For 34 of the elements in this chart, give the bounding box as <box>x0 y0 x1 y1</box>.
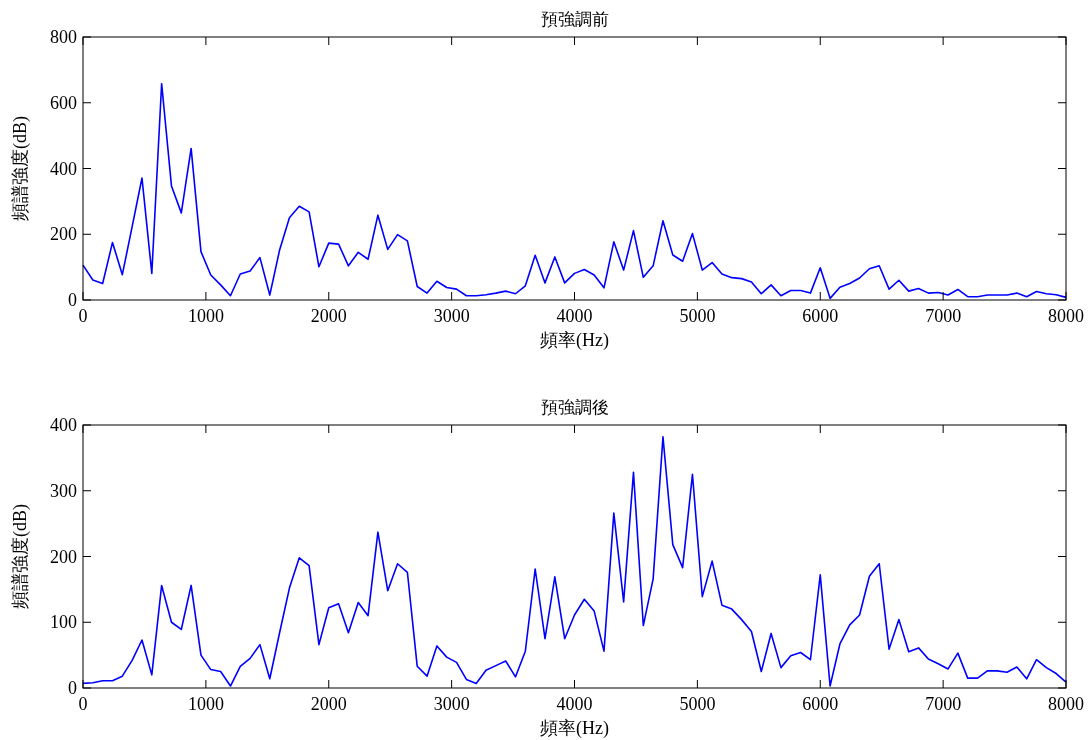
y-tick-label: 200 <box>50 546 77 567</box>
line-series <box>82 82 1067 300</box>
x-tick-label: 4000 <box>556 306 593 326</box>
y-tick-label: 100 <box>50 612 77 633</box>
y-tick-label: 300 <box>50 480 77 501</box>
chart-title: 預強調後 <box>540 398 609 417</box>
y-tick-label: 800 <box>50 27 77 47</box>
x-tick-label: 1000 <box>187 694 224 714</box>
chart-title: 預強調前 <box>540 10 609 29</box>
x-axis-title: 頻率(Hz) <box>540 718 609 739</box>
x-tick-label: 3000 <box>433 306 470 326</box>
y-tick-label: 400 <box>50 415 77 435</box>
x-tick-label: 5000 <box>679 306 716 326</box>
y-tick-label: 400 <box>50 158 77 179</box>
x-tick-label: 6000 <box>802 694 839 714</box>
x-tick-label: 5000 <box>679 694 716 714</box>
y-axis-title: 頻譜強度(dB) <box>10 504 31 609</box>
y-axis-title: 頻譜強度(dB) <box>10 116 31 221</box>
x-tick-label: 6000 <box>802 306 839 326</box>
x-axis-title: 頻率(Hz) <box>540 330 609 351</box>
x-tick-label: 3000 <box>433 694 470 714</box>
y-tick-label: 600 <box>50 92 77 113</box>
x-tick-label: 7000 <box>925 306 962 326</box>
x-tick-label: 8000 <box>1048 694 1084 714</box>
line-series <box>82 436 1067 687</box>
y-tick-label: 0 <box>68 290 77 310</box>
x-tick-label: 4000 <box>556 694 593 714</box>
x-tick-label: 7000 <box>925 694 962 714</box>
x-tick-label: 8000 <box>1048 306 1084 326</box>
x-tick-label: 2000 <box>310 694 347 714</box>
x-tick-label: 1000 <box>187 306 224 326</box>
x-tick-label: 2000 <box>310 306 347 326</box>
y-tick-label: 0 <box>68 678 77 698</box>
y-tick-label: 200 <box>50 224 77 245</box>
